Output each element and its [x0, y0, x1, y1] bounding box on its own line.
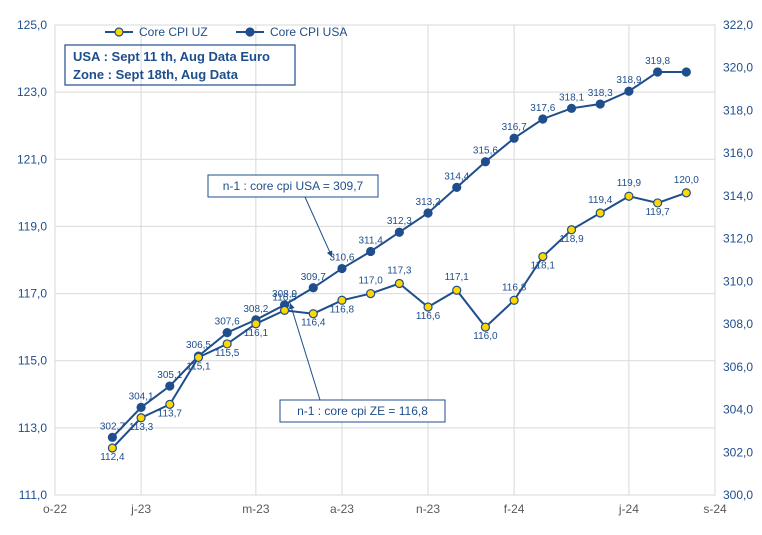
svg-text:306,5: 306,5 [186, 340, 211, 351]
svg-text:117,1: 117,1 [445, 272, 470, 283]
svg-text:119,7: 119,7 [645, 207, 670, 218]
svg-text:116,8: 116,8 [330, 304, 355, 315]
svg-text:o-22: o-22 [43, 502, 67, 516]
chart-container: 111,0 113,0 115,0 117,0 119,0 121,0 123,0 125,0… [0, 0, 762, 535]
svg-text:118,1: 118,1 [531, 261, 556, 272]
svg-text:304,0: 304,0 [723, 403, 753, 417]
svg-text:121,0: 121,0 [17, 152, 47, 166]
svg-text:j-24: j-24 [618, 502, 639, 516]
svg-text:117,0: 117,0 [18, 287, 47, 301]
svg-text:314,4: 314,4 [444, 171, 469, 182]
svg-text:300,0: 300,0 [723, 488, 753, 502]
svg-text:308,0: 308,0 [723, 317, 753, 331]
svg-text:113,0: 113,0 [18, 421, 47, 435]
svg-text:119,0: 119,0 [18, 219, 47, 233]
svg-text:116,5: 116,5 [272, 292, 297, 303]
svg-text:313,2: 313,2 [416, 197, 441, 208]
svg-text:316,7: 316,7 [502, 122, 527, 133]
svg-text:318,9: 318,9 [616, 75, 641, 86]
svg-text:m-23: m-23 [242, 502, 270, 516]
svg-text:116,1: 116,1 [244, 328, 269, 339]
svg-text:Core CPI UZ: Core CPI UZ [139, 25, 208, 39]
svg-text:322,0: 322,0 [723, 18, 753, 32]
svg-text:315,6: 315,6 [473, 146, 498, 157]
svg-text:304,1: 304,1 [129, 391, 154, 402]
svg-text:318,0: 318,0 [723, 103, 753, 117]
chart-svg: 111,0 113,0 115,0 117,0 119,0 121,0 123,0 125,0… [0, 0, 762, 535]
svg-text:310,6: 310,6 [329, 253, 354, 264]
svg-text:111,0: 111,0 [19, 488, 48, 502]
svg-text:n-23: n-23 [416, 502, 440, 516]
svg-text:320,0: 320,0 [723, 61, 753, 75]
svg-text:123,0: 123,0 [17, 85, 47, 99]
svg-text:125,0: 125,0 [17, 18, 47, 32]
svg-text:115,0: 115,0 [18, 354, 47, 368]
svg-text:314,0: 314,0 [723, 189, 753, 203]
svg-text:305,1: 305,1 [157, 370, 182, 381]
svg-text:306,0: 306,0 [723, 360, 753, 374]
svg-text:119,9: 119,9 [617, 178, 642, 189]
svg-text:312,0: 312,0 [723, 232, 753, 246]
svg-text:302,7: 302,7 [100, 421, 125, 432]
svg-text:309,7: 309,7 [301, 272, 326, 283]
svg-text:318,3: 318,3 [588, 88, 613, 99]
svg-text:117,0: 117,0 [359, 276, 384, 287]
svg-text:113,3: 113,3 [129, 422, 154, 433]
svg-text:112,4: 112,4 [100, 452, 125, 463]
svg-text:116,0: 116,0 [473, 331, 498, 342]
svg-text:302,0: 302,0 [723, 445, 753, 459]
svg-text:j-23: j-23 [130, 502, 151, 516]
svg-text:311,4: 311,4 [359, 235, 384, 246]
svg-text:115,1: 115,1 [186, 361, 211, 372]
svg-text:319,8: 319,8 [645, 56, 670, 67]
svg-text:s-24: s-24 [703, 502, 727, 516]
svg-text:312,3: 312,3 [387, 216, 412, 227]
svg-text:USA : Sept 11 th, Aug Data Eur: USA : Sept 11 th, Aug Data Euro [73, 49, 270, 64]
svg-text:308,2: 308,2 [243, 304, 268, 315]
svg-text:317,6: 317,6 [530, 103, 555, 114]
svg-text:n-1 : core cpi USA = 309,7: n-1 : core cpi USA = 309,7 [223, 179, 364, 193]
svg-text:118,9: 118,9 [559, 234, 584, 245]
svg-text:310,0: 310,0 [723, 274, 753, 288]
svg-text:117,3: 117,3 [387, 266, 412, 277]
svg-text:316,0: 316,0 [723, 146, 753, 160]
svg-text:115,5: 115,5 [215, 348, 240, 359]
svg-text:113,7: 113,7 [158, 408, 183, 419]
svg-text:116,4: 116,4 [301, 318, 326, 329]
svg-text:120,0: 120,0 [674, 175, 699, 186]
svg-text:a-23: a-23 [330, 502, 354, 516]
svg-text:318,1: 318,1 [559, 92, 584, 103]
svg-text:Core CPI USA: Core CPI USA [270, 25, 347, 39]
svg-text:Zone : Sept 18th, Aug Data: Zone : Sept 18th, Aug Data [73, 67, 239, 82]
svg-text:307,6: 307,6 [215, 317, 240, 328]
svg-text:119,4: 119,4 [588, 195, 613, 206]
svg-text:f-24: f-24 [504, 502, 525, 516]
svg-text:116,8: 116,8 [502, 282, 527, 293]
svg-text:n-1 : core cpi ZE = 116,8: n-1 : core cpi ZE = 116,8 [297, 404, 428, 418]
svg-text:116,6: 116,6 [416, 311, 441, 322]
